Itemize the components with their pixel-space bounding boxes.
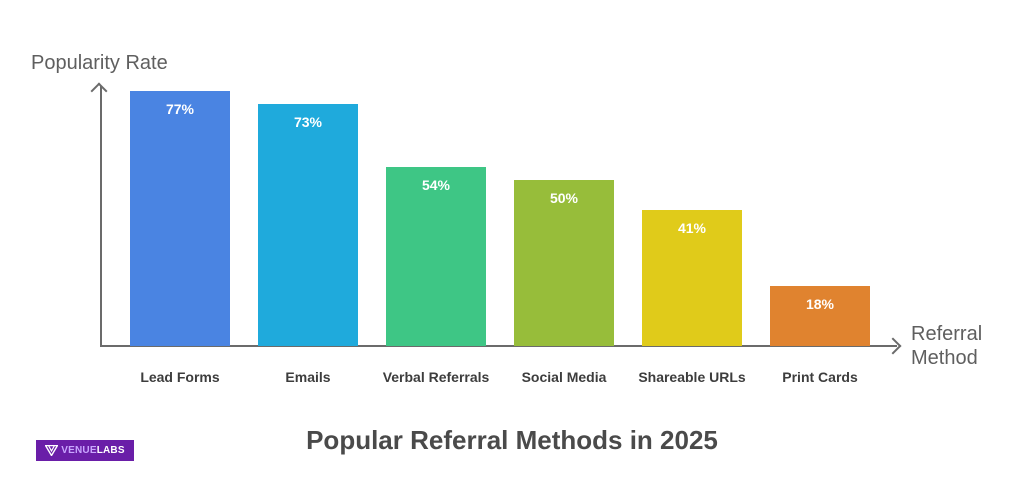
bar-value-label: 54% [421,177,451,193]
bar-value-label: 41% [677,220,707,236]
x-axis-label-line2: Method [911,347,978,369]
bar-value-label: 73% [293,114,323,130]
logo-text: VENUELABS [61,445,125,456]
bar-shareable-urls: 41% [642,210,742,346]
category-label: Shareable URLs [638,369,746,385]
chart-title: Popular Referral Methods in 2025 [306,425,718,455]
category-label: Print Cards [782,369,858,385]
venuelabs-v-icon [45,445,59,456]
bar-value-label: 50% [549,190,579,206]
category-label: Verbal Referrals [382,369,490,385]
x-axis-label: Referral Method [911,322,982,370]
bar-social-media: 50% [514,180,614,346]
y-axis-label: Popularity Rate [31,52,168,74]
bar-emails: 73% [258,104,358,346]
bar-verbal-referrals: 54% [386,167,486,346]
x-axis-label-line1: Referral [911,323,983,345]
bar-value-label: 77% [165,101,195,117]
category-label: Lead Forms [140,369,220,385]
x-axis-line [100,345,897,347]
x-axis-arrow-icon [884,337,902,355]
bar-lead-forms: 77% [130,91,230,346]
category-label: Emails [285,369,331,385]
y-axis-arrow-icon [90,82,108,100]
bar-print-cards: 18% [770,286,870,346]
venuelabs-logo: VENUELABS [36,440,134,461]
bar-value-label: 18% [805,296,835,312]
category-label: Social Media [521,369,607,385]
y-axis-line [100,86,102,347]
